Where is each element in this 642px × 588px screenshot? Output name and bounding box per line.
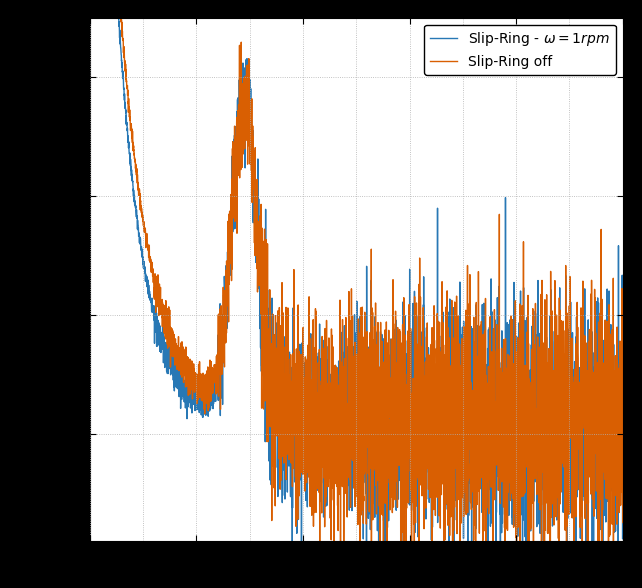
Line: Slip-Ring - $\omega = 1rpm$: Slip-Ring - $\omega = 1rpm$ bbox=[90, 0, 623, 588]
Slip-Ring - $\omega = 1rpm$ bbox=[473, 479, 481, 486]
Slip-Ring - $\omega = 1rpm$ bbox=[603, 402, 611, 409]
Slip-Ring off bbox=[602, 415, 610, 422]
Slip-Ring off bbox=[339, 364, 347, 371]
Slip-Ring off bbox=[576, 455, 584, 462]
Slip-Ring - $\omega = 1rpm$ bbox=[576, 467, 584, 474]
Slip-Ring off bbox=[619, 519, 627, 526]
Slip-Ring - $\omega = 1rpm$ bbox=[310, 431, 318, 438]
Line: Slip-Ring off: Slip-Ring off bbox=[90, 0, 623, 588]
Slip-Ring - $\omega = 1rpm$ bbox=[339, 385, 347, 392]
Slip-Ring - $\omega = 1rpm$ bbox=[619, 446, 627, 453]
Slip-Ring off bbox=[310, 440, 318, 447]
Slip-Ring off bbox=[473, 353, 481, 360]
Legend: Slip-Ring - $\omega = 1rpm$, Slip-Ring off: Slip-Ring - $\omega = 1rpm$, Slip-Ring o… bbox=[424, 25, 616, 75]
Slip-Ring off bbox=[314, 453, 322, 460]
Slip-Ring - $\omega = 1rpm$ bbox=[314, 487, 322, 494]
